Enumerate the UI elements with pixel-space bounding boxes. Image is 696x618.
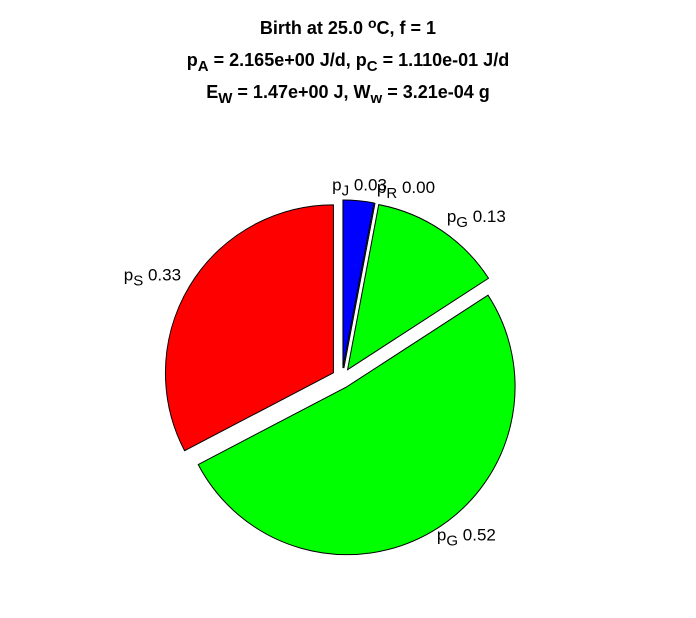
slice-label-sub: G	[456, 213, 468, 230]
slice-label: pG 0.13	[447, 207, 506, 231]
slice-value-label: 0.52	[463, 525, 496, 544]
title-part: W	[218, 90, 233, 107]
title-part: = 3.21e-04 g	[382, 82, 490, 102]
pie-slice	[346, 204, 490, 371]
title-part: Birth at 25.0	[260, 18, 368, 38]
title-part: = 2.165e+00 J/d, p	[209, 50, 367, 70]
title-part: A	[198, 58, 209, 75]
slice-label: pS 0.33	[124, 266, 181, 290]
chart-title: pA = 2.165e+00 J/d, pC = 1.110e-01 J/d	[187, 50, 509, 75]
chart-title: Birth at 25.0 oC, f = 1	[260, 15, 436, 38]
title-part: E	[206, 82, 218, 102]
slice-label-base: p	[447, 207, 456, 226]
slice-value-label: 0.03	[354, 176, 387, 195]
slice-label-sub: R	[386, 185, 397, 202]
slice-value-label: 0.33	[148, 266, 181, 285]
title-part: = 1.110e-01 J/d	[378, 50, 510, 70]
chart-title: EW = 1.47e+00 J, Ww = 3.21e-04 g	[206, 82, 490, 107]
slice-label-sub: S	[133, 272, 143, 289]
slice-label-base: p	[377, 178, 386, 197]
slice-label-sub: J	[342, 182, 350, 199]
slice-value-label: 0.00	[402, 178, 435, 197]
title-part: C	[367, 58, 378, 75]
pie-slice	[342, 199, 375, 369]
slice-label-base: p	[332, 176, 341, 195]
title-part: o	[368, 15, 377, 31]
slice-label-base: p	[124, 266, 133, 285]
slice-label: pR 0.00	[377, 178, 435, 202]
slice-label: pJ 0.03	[332, 176, 387, 200]
pie-slice	[165, 204, 334, 452]
title-part: w	[370, 90, 383, 107]
pie-slice	[197, 294, 516, 556]
slice-label-sub: G	[446, 532, 458, 549]
title-part: p	[187, 50, 198, 70]
slice-value-label: 0.13	[473, 207, 506, 226]
title-part: = 1.47e+00 J, W	[232, 82, 370, 102]
slice-label: pG 0.52	[437, 525, 496, 549]
pie-slice	[343, 202, 376, 369]
slice-label-base: p	[437, 525, 446, 544]
title-part: C, f = 1	[377, 18, 437, 38]
